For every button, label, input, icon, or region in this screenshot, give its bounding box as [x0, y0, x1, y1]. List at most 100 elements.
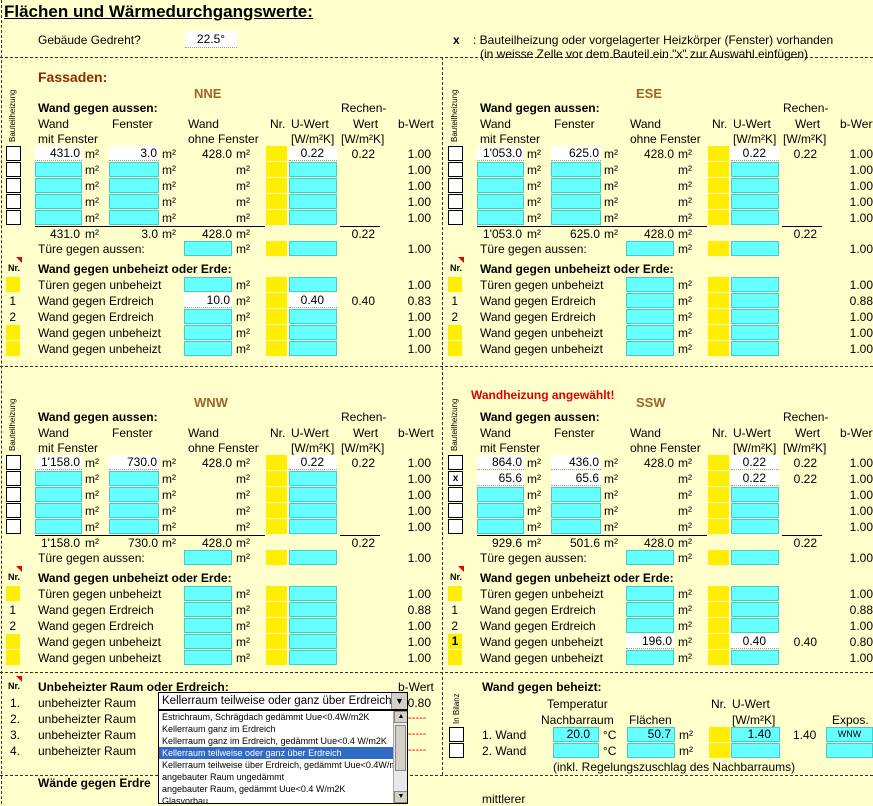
fenster-field[interactable] — [109, 503, 159, 518]
nr-cell[interactable] — [266, 210, 287, 225]
tuere-area-field[interactable] — [184, 241, 232, 256]
nr-cell[interactable] — [266, 634, 287, 649]
fenster-field[interactable] — [109, 210, 159, 225]
ground-uwert-field[interactable] — [289, 618, 337, 633]
wand-field[interactable] — [35, 519, 82, 534]
nr-cell[interactable] — [708, 519, 729, 534]
wand-field[interactable] — [35, 210, 82, 225]
ground-nr-cell[interactable] — [6, 341, 20, 356]
uwert-field[interactable] — [289, 178, 337, 193]
ground-area-field[interactable] — [626, 602, 674, 617]
ground-uwert-field[interactable] — [289, 341, 337, 356]
options-scrollbar[interactable]: ▲ ▼ — [393, 711, 407, 803]
scroll-thumb[interactable] — [395, 725, 406, 771]
uwert-field[interactable]: 0.22 — [731, 455, 779, 470]
ground-nr-cell[interactable]: 1 — [451, 603, 458, 617]
scroll-up-icon[interactable]: ▲ — [394, 711, 407, 723]
wand-field[interactable] — [35, 503, 82, 518]
ground-nr-cell[interactable]: 1 — [448, 634, 462, 649]
temp-field-2[interactable] — [553, 743, 599, 758]
ground-uwert-field[interactable]: 0.40 — [289, 293, 337, 308]
uwert-field-1[interactable]: 1.40 — [731, 727, 780, 742]
ground-uwert-field[interactable] — [731, 618, 779, 633]
wand-field[interactable]: 65.6 — [477, 471, 524, 486]
nr-cell[interactable] — [266, 325, 287, 340]
ground-area-field[interactable] — [184, 650, 232, 665]
ground-uwert-field[interactable] — [731, 341, 779, 356]
nr-cell[interactable] — [709, 727, 730, 742]
nr-cell[interactable] — [266, 503, 287, 518]
fenster-field[interactable]: 436.0 — [551, 455, 601, 470]
fenster-field[interactable] — [551, 194, 601, 209]
uwert-field-2[interactable] — [731, 743, 780, 758]
uwert-field[interactable] — [289, 487, 337, 502]
wand-field[interactable]: 1'158.0 — [35, 455, 82, 470]
nr-cell[interactable] — [266, 550, 287, 565]
bauteilheizung-checkbox[interactable] — [6, 519, 21, 534]
uwert-field[interactable] — [731, 194, 779, 209]
nr-cell[interactable] — [708, 241, 729, 256]
bauteilheizung-checkbox[interactable] — [6, 162, 21, 177]
nr-cell[interactable] — [708, 618, 729, 633]
ground-uwert-field[interactable] — [731, 586, 779, 601]
ground-area-field[interactable] — [184, 325, 232, 340]
wand-field[interactable] — [477, 503, 524, 518]
wand-field[interactable] — [477, 519, 524, 534]
bauteilheizung-checkbox[interactable] — [6, 471, 21, 486]
ground-uwert-field[interactable] — [289, 277, 337, 292]
flaeche-field-2[interactable] — [627, 743, 675, 758]
ground-nr-cell[interactable] — [448, 341, 462, 356]
uwert-field[interactable] — [289, 519, 337, 534]
ground-area-field[interactable] — [184, 634, 232, 649]
ground-uwert-field[interactable] — [289, 325, 337, 340]
ground-nr-cell[interactable]: 2 — [451, 619, 458, 633]
fenster-field[interactable] — [109, 178, 159, 193]
nr-cell[interactable] — [708, 503, 729, 518]
ground-uwert-field[interactable]: 0.40 — [731, 634, 779, 649]
nr-cell[interactable] — [708, 293, 729, 308]
bauteilheizung-checkbox[interactable] — [6, 487, 21, 502]
uwert-field[interactable] — [731, 210, 779, 225]
bauteilheizung-checkbox[interactable] — [448, 162, 463, 177]
bauteilheizung-checkbox[interactable] — [448, 503, 463, 518]
tuere-area-field[interactable] — [184, 550, 232, 565]
ground-area-field[interactable] — [184, 586, 232, 601]
dropdown-option[interactable]: angebauter Raum, gedämmt Uue<0.4 W/m2K — [162, 784, 346, 794]
ground-area-field[interactable] — [626, 586, 674, 601]
ground-nr-cell[interactable] — [6, 634, 20, 649]
wand-field[interactable] — [35, 194, 82, 209]
nr-cell[interactable] — [266, 194, 287, 209]
uwert-field[interactable] — [289, 210, 337, 225]
nr-cell[interactable] — [266, 471, 287, 486]
nr-cell[interactable] — [708, 325, 729, 340]
uwert-field[interactable] — [289, 162, 337, 177]
uwert-field[interactable] — [289, 194, 337, 209]
bauteilheizung-checkbox[interactable] — [448, 519, 463, 534]
nr-cell[interactable] — [708, 146, 729, 161]
ground-area-field[interactable]: 196.0 — [626, 634, 674, 649]
uwert-field[interactable]: 0.22 — [731, 471, 779, 486]
nr-cell[interactable] — [266, 586, 287, 601]
ground-uwert-field[interactable] — [731, 325, 779, 340]
bauteilheizung-checkbox[interactable] — [6, 503, 21, 518]
temp-field-1[interactable]: 20.0 — [553, 727, 599, 742]
bauteilheizung-checkbox[interactable] — [6, 146, 21, 161]
dropdown-option[interactable]: Kellerraum teilweise oder ganz über Erdr… — [159, 747, 394, 759]
ground-uwert-field[interactable] — [731, 277, 779, 292]
nr-cell[interactable] — [266, 162, 287, 177]
ground-nr-cell[interactable]: 1 — [451, 294, 458, 308]
bauteilheizung-checkbox[interactable] — [448, 455, 463, 470]
wand-field[interactable] — [477, 487, 524, 502]
bilanz-checkbox-2[interactable] — [449, 743, 464, 758]
ground-nr-cell[interactable]: 1 — [9, 603, 16, 617]
fenster-field[interactable] — [109, 162, 159, 177]
ground-uwert-field[interactable] — [289, 602, 337, 617]
nr-cell[interactable] — [708, 341, 729, 356]
wand-field[interactable]: 1'053.0 — [477, 146, 524, 161]
uwert-field[interactable] — [731, 503, 779, 518]
ground-nr-cell[interactable] — [448, 325, 462, 340]
wand-field[interactable] — [35, 471, 82, 486]
dropdown-option[interactable]: Kellerraum ganz im Erdreich, gedämmt Uue… — [162, 736, 387, 746]
dropdown-option[interactable]: Estrichraum, Schrägdach gedämmt Uue<0.4W… — [162, 712, 370, 722]
nr-cell[interactable] — [266, 241, 287, 256]
